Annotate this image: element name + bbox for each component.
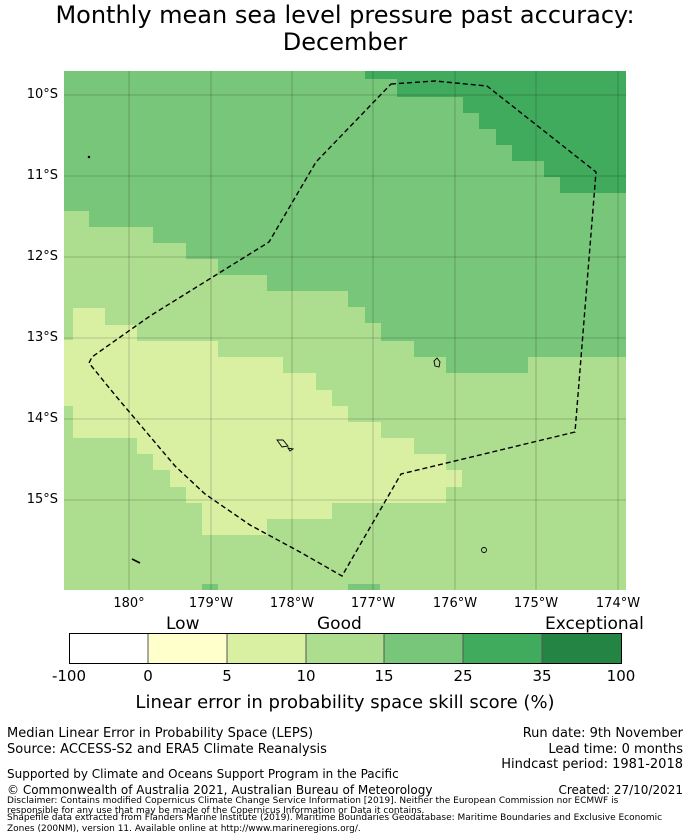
colorbar-swatch	[542, 633, 622, 664]
map-grid-decor	[348, 584, 380, 590]
islands	[87, 155, 487, 564]
colorbar	[69, 633, 622, 664]
colorbar-tick: -100	[51, 667, 87, 685]
footer-created: Created: 27/10/2021	[558, 783, 683, 797]
colorbar-label: Linear error in probability space skill …	[135, 692, 555, 713]
footer-hindcast: Hindcast period: 1981-2018	[501, 757, 683, 772]
lat-label: 10°S	[26, 87, 58, 102]
footer-disclaimer-4: Zones (200NM), version 11. Available onl…	[7, 824, 361, 834]
colorbar-category-low: Low	[166, 614, 200, 634]
region-exceptional	[365, 71, 626, 193]
colorbar-tick: 100	[606, 667, 636, 685]
colorbar-swatch	[227, 633, 306, 664]
colorbar-tick: 5	[222, 667, 232, 685]
footer-disclaimer-1: Disclaimer: Contains modified Copernicus…	[7, 796, 619, 806]
lat-label: 13°S	[26, 330, 58, 345]
skill-map	[64, 71, 626, 590]
footer-method: Median Linear Error in Probability Space…	[7, 726, 314, 741]
colorbar-swatch	[463, 633, 542, 664]
lat-label: 12°S	[26, 249, 58, 264]
lon-label: 176°W	[432, 596, 478, 611]
footer-disclaimer-3: Shapefile data extracted from Flanders M…	[7, 813, 663, 823]
colorbar-category-exceptional: Exceptional	[545, 614, 644, 634]
colorbar-tick: 25	[453, 667, 473, 685]
region-good-pale	[64, 308, 462, 535]
footer-copyright: © Commonwealth of Australia 2021, Austra…	[7, 783, 433, 797]
colorbar-tick: 10	[296, 667, 316, 685]
footer-supported: Supported by Climate and Oceans Support …	[7, 767, 399, 781]
footer-disclaimer-2: responsible for any use that may be made…	[7, 806, 425, 816]
lat-label: 11°S	[26, 168, 58, 183]
eez-boundary	[88, 80, 597, 577]
colorbar-tick: 35	[532, 667, 552, 685]
lon-label: 175°W	[513, 596, 559, 611]
lon-label: 174°W	[595, 596, 641, 611]
lon-label: 179°W	[188, 596, 234, 611]
lon-label: 180°	[113, 596, 145, 611]
lon-label: 178°W	[269, 596, 315, 611]
lon-label: 177°W	[350, 596, 396, 611]
footer-lead-time: Lead time: 0 months	[548, 742, 683, 757]
colorbar-swatch	[69, 633, 148, 664]
footer-source: Source: ACCESS-S2 and ERA5 Climate Reana…	[7, 742, 327, 757]
colorbar-category-good: Good	[317, 614, 362, 634]
title-line-2: December	[282, 28, 408, 56]
colorbar-tick: 15	[374, 667, 394, 685]
lat-label: 14°S	[26, 411, 58, 426]
chart-title: Monthly mean sea level pressure past acc…	[0, 2, 690, 56]
colorbar-swatch	[384, 633, 463, 664]
lat-label: 15°S	[26, 492, 58, 507]
map-grid-decor	[202, 584, 218, 590]
title-line-1: Monthly mean sea level pressure past acc…	[55, 1, 635, 29]
colorbar-tick: 0	[143, 667, 153, 685]
footer-run-date: Run date: 9th November	[522, 726, 683, 741]
colorbar-swatch	[306, 633, 384, 664]
colorbar-frame	[69, 633, 622, 664]
colorbar-swatch	[148, 633, 227, 664]
